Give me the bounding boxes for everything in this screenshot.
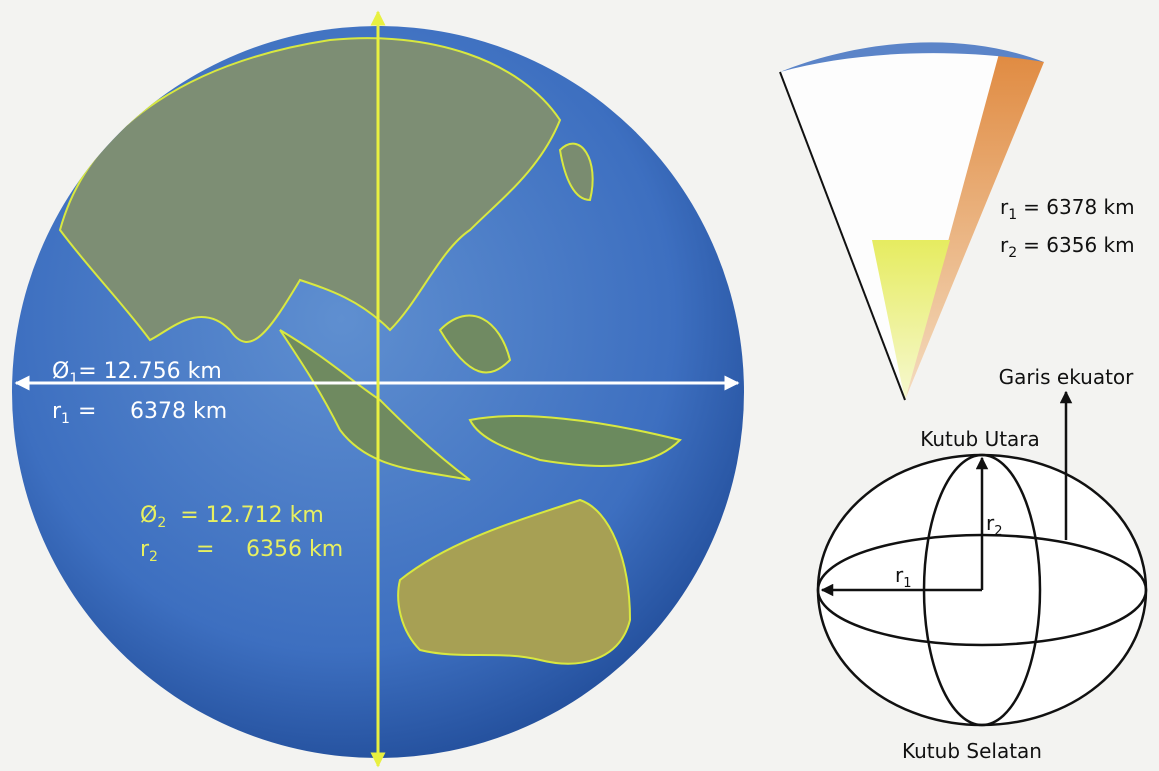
subscript: 1 [61, 411, 70, 427]
value: = 12.756 km [78, 359, 222, 384]
polar-radius-label: r2 = 6356 km [140, 537, 343, 565]
symbol: r [140, 537, 150, 562]
symbol: r [1000, 233, 1009, 257]
cone-label: r2 = 6356 km [1000, 233, 1135, 261]
subscript: 2 [994, 524, 1002, 539]
symbol: r [895, 563, 904, 587]
value: = 6356 km [1023, 233, 1134, 257]
globe: Ø1= 12.756 km r1 = 6378 km Ø2 = 12.712 km r… [12, 10, 744, 768]
symbol: Ø [52, 359, 69, 384]
equatorial-radius-label: r1 = 6378 km [52, 399, 227, 427]
equator-label: Garis ekuator [999, 365, 1135, 389]
value: 6378 km [130, 399, 227, 424]
cone: r1 = 6378 km r2 = 6356 km [779, 42, 1135, 401]
equals: = [196, 537, 214, 562]
subscript: 2 [1008, 245, 1017, 261]
value: 6356 km [246, 537, 343, 562]
polar-radius-symbol: r2 [986, 511, 1003, 539]
subscript: 2 [157, 515, 166, 531]
ellipsoid [816, 390, 1148, 727]
equatorial-diameter-label: Ø1= 12.756 km [52, 359, 222, 387]
cone-label: r1 = 6378 km [1000, 195, 1135, 223]
polar-diameter-label: Ø2 = 12.712 km [140, 503, 324, 531]
equatorial-radius-symbol: r1 [895, 563, 912, 591]
north-pole-label: Kutub Utara [920, 427, 1040, 451]
symbol: r [1000, 195, 1009, 219]
value: = 6378 km [1023, 195, 1134, 219]
symbol: r [52, 399, 62, 424]
symbol: r [986, 511, 995, 535]
subscript: 1 [69, 371, 78, 387]
value: = 12.712 km [180, 503, 324, 528]
subscript: 2 [149, 549, 158, 565]
equals: = [78, 399, 96, 424]
subscript: 1 [1008, 207, 1017, 223]
subscript: 1 [903, 576, 911, 591]
symbol: Ø [140, 503, 157, 528]
south-pole-label: Kutub Selatan [902, 739, 1042, 763]
